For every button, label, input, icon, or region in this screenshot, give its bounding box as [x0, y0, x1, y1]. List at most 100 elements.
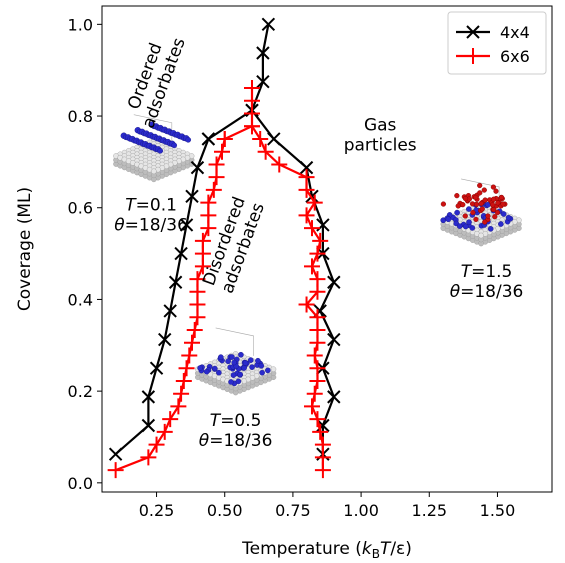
data-point — [108, 447, 123, 461]
gas-atom — [460, 202, 466, 208]
data-point — [257, 143, 274, 160]
data-point — [304, 220, 320, 237]
x-tick-label: 1.00 — [343, 501, 379, 520]
adsorbate-atom — [249, 364, 255, 370]
x-tick-label: 0.50 — [207, 501, 243, 520]
data-point — [267, 132, 281, 146]
inset-disordered — [195, 327, 277, 396]
data-point — [179, 218, 194, 232]
annotation-state3: T=1.5θ=18/36 — [450, 262, 524, 302]
x-tick-label: 1.25 — [411, 501, 447, 520]
data-point — [201, 132, 216, 146]
data-point — [304, 258, 320, 275]
axis-ticks: 0.25 0.50 0.75 1.00 1.25 1.50 0.0 0.2 0.4 0.6 0.8 1… — [68, 15, 516, 520]
data-point — [107, 462, 124, 479]
data-point — [327, 275, 341, 289]
data-point — [309, 283, 326, 300]
adsorbate-atom — [185, 137, 192, 143]
data-point — [244, 80, 260, 97]
cell-outline — [215, 327, 254, 356]
adsorbate-atom — [235, 378, 242, 385]
adsorbate-atom — [225, 358, 231, 365]
adsorbate-atom — [462, 223, 469, 230]
gas-atom — [477, 190, 483, 196]
inset-gas — [440, 178, 522, 247]
adsorbate-atom — [487, 226, 494, 232]
gas-atom — [454, 193, 460, 199]
annotation-line: Gas — [364, 115, 397, 135]
adsorbate-atom — [445, 216, 452, 223]
data-point — [141, 418, 156, 433]
legend-marker — [465, 48, 481, 64]
adsorbate-atom — [231, 359, 238, 366]
data-point — [256, 46, 270, 60]
data-point — [189, 271, 206, 288]
data-point — [304, 398, 320, 415]
annotation-line: T=0.1 — [125, 196, 177, 216]
data-point — [214, 143, 230, 160]
gas-atom — [492, 214, 498, 220]
y-tick-label: 0.0 — [68, 474, 93, 493]
data-point — [309, 411, 326, 428]
legend-marker — [466, 25, 480, 39]
data-point — [178, 360, 195, 377]
adsorbate-atom — [500, 211, 507, 217]
gas-atom — [490, 184, 497, 190]
gas-atom — [482, 197, 488, 203]
adsorbate-atom — [228, 379, 234, 385]
cell-outline — [133, 114, 173, 143]
y-tick-label: 0.8 — [68, 107, 93, 126]
adsorbate-atom — [265, 367, 271, 374]
gas-atom — [481, 187, 487, 193]
data-point — [252, 130, 269, 147]
plot-frame — [101, 5, 553, 493]
data-point — [299, 160, 314, 175]
annotation-line: T=1.5 — [461, 262, 513, 282]
data-point — [298, 207, 315, 224]
data-point — [312, 232, 329, 249]
annotation-state2: T=0.5θ=18/36 — [199, 411, 273, 451]
data-point — [327, 332, 341, 347]
gas-atom — [462, 213, 468, 219]
gas-atom — [494, 209, 501, 216]
adsorbate-atom — [466, 219, 472, 225]
substrate-atom — [151, 168, 157, 175]
data-point — [306, 385, 323, 402]
adsorbate-atom — [498, 221, 504, 227]
adsorbate-atom — [171, 142, 178, 149]
gas-atom — [482, 219, 488, 225]
data-point — [173, 385, 190, 402]
data-point — [156, 423, 173, 440]
y-tick-label: 1.0 — [68, 15, 93, 34]
data-point — [298, 296, 315, 313]
y-axis-label: Coverage (ML) — [15, 187, 35, 311]
adsorbate-atom — [255, 357, 261, 364]
series-line-4x4-right — [251, 109, 335, 455]
series-line-4x4-low — [114, 138, 210, 456]
annotation-line: particles — [344, 135, 417, 155]
annotation-line: θ=18/36 — [114, 216, 188, 236]
data-point — [244, 118, 260, 135]
data-point — [194, 232, 211, 249]
x-tick-label: 0.25 — [139, 501, 175, 520]
adsorbate-atom — [211, 365, 218, 372]
data-point — [256, 74, 270, 89]
substrate-atom — [478, 232, 484, 239]
data-point — [168, 275, 183, 289]
gas-atom — [493, 188, 499, 194]
legend-label: 4x4 — [500, 23, 530, 42]
data-point — [141, 390, 156, 404]
gas-atom — [479, 206, 485, 212]
gas-atom — [500, 201, 506, 207]
data-point — [163, 304, 177, 318]
gas-atom — [440, 201, 447, 207]
data-point — [200, 194, 217, 211]
data-point — [186, 322, 203, 339]
data-point — [314, 462, 331, 479]
adsorbate-atom — [216, 369, 222, 376]
inset-ordered — [113, 114, 195, 183]
adsorbate-atom — [157, 148, 164, 154]
annotation-line: θ=18/36 — [450, 282, 524, 302]
